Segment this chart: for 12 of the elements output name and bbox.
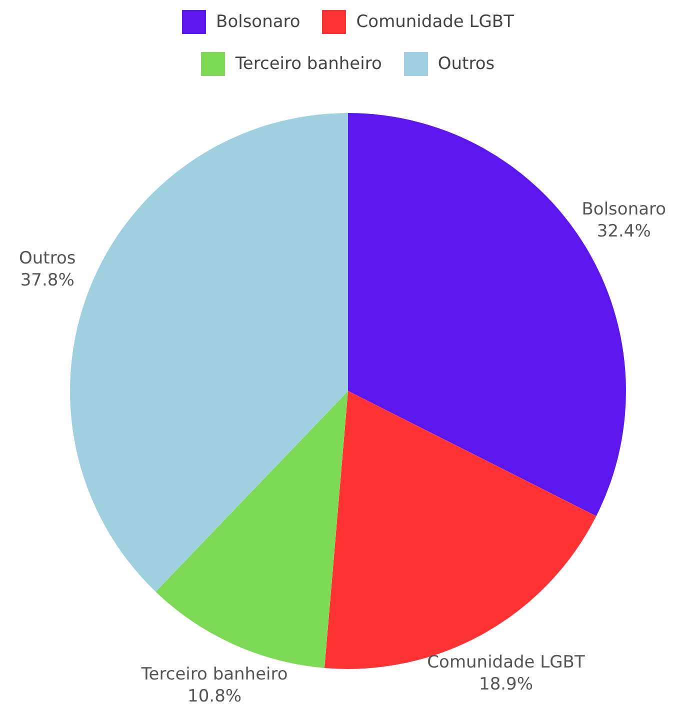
slice-label: Outros	[19, 248, 76, 269]
data-label: 32.4%	[596, 222, 651, 242]
slice-label: Terceiro banheiro	[140, 664, 288, 685]
data-label: 18.9%	[479, 674, 534, 694]
legend-label: Terceiro banheiro	[235, 54, 382, 74]
legend-label: Bolsonaro	[216, 12, 300, 32]
slice-label: Comunidade LGBT	[427, 652, 586, 672]
slice-label: Bolsonaro	[582, 200, 666, 220]
data-label: 37.8%	[20, 270, 74, 291]
legend-label: Outros	[438, 54, 495, 74]
data-label: 10.8%	[188, 686, 242, 707]
legend-label: Comunidade LGBT	[356, 12, 514, 32]
